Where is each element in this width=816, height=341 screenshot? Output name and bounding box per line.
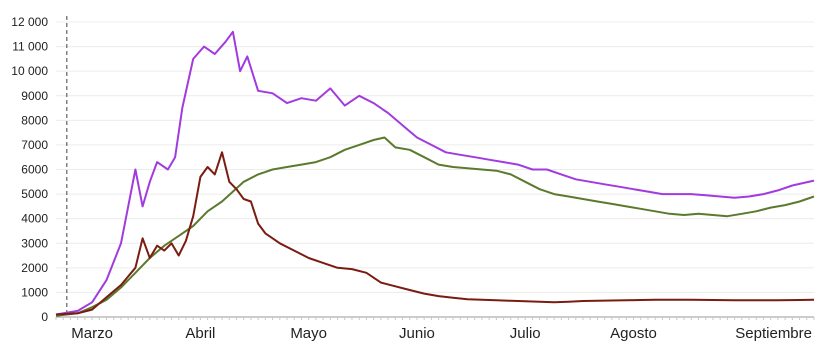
y-axis-labels: 0 1000 2000 3000 4000 5000 6000 7000 8000 9000 10 … (11, 15, 48, 324)
x-month-label: Abril (185, 325, 215, 341)
y-tick-label: 12 000 (11, 15, 48, 29)
y-tick-label: 7000 (21, 138, 48, 152)
series-line-3 (55, 151, 815, 316)
x-month-label: Marzo (71, 325, 113, 341)
series-lines (55, 30, 815, 317)
x-axis-labels: Marzo Abril Mayo Junio Julio Agosto Septiembre (71, 325, 812, 341)
series-line-1 (55, 30, 815, 316)
y-tick-label: 4000 (21, 212, 48, 226)
x-month-label: Septiembre (735, 325, 812, 341)
y-tick-label: 3000 (21, 236, 48, 250)
y-tick-label: 9000 (21, 89, 48, 103)
x-month-label: Agosto (610, 325, 657, 341)
x-month-label: Mayo (290, 325, 327, 341)
y-tick-label: 11 000 (12, 40, 48, 54)
y-tick-label: 6000 (21, 163, 48, 177)
y-tick-label: 2000 (21, 261, 48, 275)
x-month-label: Junio (399, 325, 435, 341)
y-tick-label: 8000 (21, 113, 48, 127)
gridlines (56, 21, 814, 293)
y-tick-label: 1000 (21, 285, 48, 299)
y-tick-label: 5000 (21, 187, 48, 201)
y-tick-label: 10 000 (11, 64, 48, 78)
series-line-2 (55, 136, 815, 317)
y-tick-label: 0 (41, 310, 48, 324)
x-month-label: Julio (510, 325, 541, 341)
x-axis-minor-ticks (55, 317, 815, 320)
